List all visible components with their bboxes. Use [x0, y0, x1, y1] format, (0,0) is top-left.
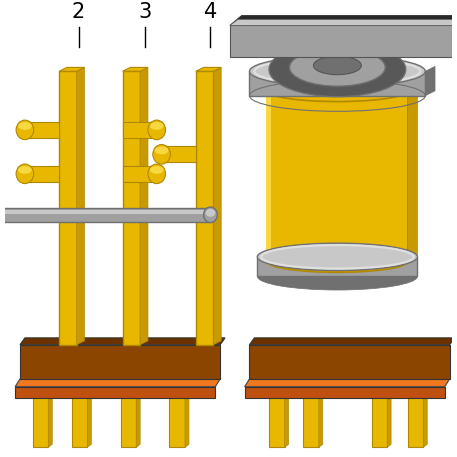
Polygon shape	[122, 166, 157, 181]
Polygon shape	[48, 393, 52, 447]
Polygon shape	[140, 67, 148, 345]
Ellipse shape	[155, 147, 169, 154]
Bar	[59, 71, 77, 345]
Polygon shape	[230, 26, 452, 57]
Polygon shape	[20, 338, 225, 345]
Bar	[408, 387, 423, 447]
Polygon shape	[408, 86, 417, 262]
Bar	[266, 91, 271, 262]
Polygon shape	[15, 387, 215, 399]
Bar	[196, 71, 213, 345]
Polygon shape	[77, 67, 85, 345]
Ellipse shape	[150, 122, 164, 130]
Polygon shape	[87, 393, 91, 447]
Polygon shape	[15, 379, 220, 387]
Ellipse shape	[153, 144, 170, 164]
Polygon shape	[319, 393, 323, 447]
Polygon shape	[213, 67, 221, 345]
Bar	[303, 387, 319, 447]
Polygon shape	[250, 338, 455, 345]
Polygon shape	[122, 67, 148, 71]
Ellipse shape	[257, 243, 417, 271]
Polygon shape	[387, 393, 391, 447]
Ellipse shape	[16, 164, 34, 184]
Ellipse shape	[16, 120, 34, 140]
Polygon shape	[250, 345, 450, 379]
Polygon shape	[59, 67, 85, 71]
Bar	[170, 387, 185, 447]
Ellipse shape	[267, 251, 408, 272]
Bar	[372, 387, 387, 447]
Bar	[33, 387, 48, 447]
Ellipse shape	[290, 48, 385, 86]
Text: 3: 3	[138, 2, 152, 22]
Polygon shape	[423, 393, 427, 447]
Ellipse shape	[18, 166, 32, 174]
Polygon shape	[20, 345, 220, 379]
Polygon shape	[285, 393, 288, 447]
Bar	[0, 210, 210, 214]
Bar	[0, 208, 210, 222]
Polygon shape	[244, 379, 450, 387]
Ellipse shape	[148, 120, 165, 140]
Polygon shape	[196, 67, 221, 71]
Polygon shape	[250, 71, 425, 96]
Polygon shape	[425, 66, 435, 96]
Ellipse shape	[18, 122, 32, 130]
Ellipse shape	[257, 263, 417, 290]
Polygon shape	[136, 393, 140, 447]
Ellipse shape	[267, 80, 408, 101]
Polygon shape	[244, 387, 445, 399]
Polygon shape	[185, 393, 189, 447]
Polygon shape	[257, 257, 417, 276]
Bar	[267, 91, 408, 262]
Polygon shape	[122, 122, 157, 138]
Ellipse shape	[150, 166, 164, 174]
Ellipse shape	[269, 42, 406, 97]
Text: 4: 4	[204, 2, 217, 22]
Ellipse shape	[148, 164, 165, 184]
Polygon shape	[230, 16, 457, 26]
Bar	[72, 387, 87, 447]
Bar	[121, 387, 136, 447]
Polygon shape	[25, 122, 59, 138]
Text: 2: 2	[72, 2, 85, 22]
Ellipse shape	[250, 56, 425, 87]
Polygon shape	[25, 166, 59, 181]
Ellipse shape	[314, 56, 361, 74]
Ellipse shape	[206, 209, 215, 217]
Bar	[122, 71, 140, 345]
Polygon shape	[230, 20, 457, 26]
Polygon shape	[162, 147, 196, 162]
Ellipse shape	[204, 207, 217, 223]
Bar	[269, 387, 285, 447]
